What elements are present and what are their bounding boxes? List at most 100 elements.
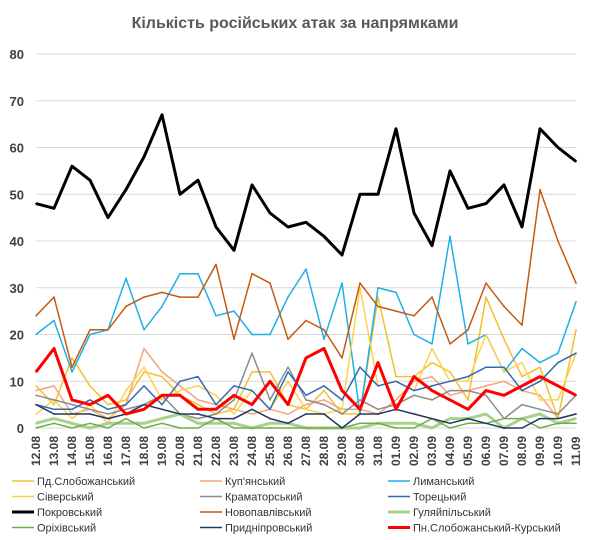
data-point xyxy=(413,375,415,378)
data-point xyxy=(323,399,325,401)
data-point xyxy=(575,413,577,415)
data-point xyxy=(215,315,217,317)
data-point xyxy=(197,272,199,275)
data-point xyxy=(575,417,577,420)
data-point xyxy=(341,357,343,359)
y-tick-label: 30 xyxy=(10,281,24,296)
data-point xyxy=(557,417,559,420)
data-point xyxy=(143,385,145,387)
data-point xyxy=(395,399,397,401)
data-point xyxy=(71,422,73,425)
data-point xyxy=(431,244,433,247)
data-point xyxy=(503,184,505,186)
data-point xyxy=(539,188,541,191)
data-point xyxy=(233,422,235,425)
data-point xyxy=(251,413,253,415)
data-point xyxy=(251,408,253,411)
data-point xyxy=(467,375,469,378)
data-point xyxy=(485,422,487,425)
data-point xyxy=(467,343,469,345)
data-point xyxy=(449,389,451,392)
y-tick-label: 70 xyxy=(10,94,24,109)
x-tick-label: 14.08 xyxy=(65,436,79,466)
data-point xyxy=(71,165,73,167)
data-point xyxy=(89,403,91,406)
x-tick-label: 19.08 xyxy=(155,436,169,466)
data-point xyxy=(233,310,235,312)
x-tick-label: 06.09 xyxy=(479,436,493,466)
data-point xyxy=(449,417,451,420)
data-point xyxy=(215,422,217,425)
legend-label: Сіверський xyxy=(37,492,94,504)
data-point xyxy=(89,399,91,401)
legend-label: Гуляйпільський xyxy=(413,507,491,519)
x-tick-label: 11.09 xyxy=(569,436,583,466)
data-point xyxy=(179,380,181,383)
data-point xyxy=(71,403,73,406)
data-point xyxy=(359,399,361,401)
data-point xyxy=(71,427,73,429)
legend-label: Придніпровський xyxy=(225,523,312,535)
data-point xyxy=(251,184,253,186)
data-point xyxy=(323,385,325,387)
data-point xyxy=(107,427,109,429)
data-point xyxy=(233,417,235,420)
data-point xyxy=(71,417,73,420)
data-point xyxy=(485,394,487,397)
data-point xyxy=(413,427,415,429)
data-point xyxy=(107,408,109,411)
legend-label: Пд.Слобожанський xyxy=(37,476,135,488)
data-point xyxy=(359,366,361,369)
data-point xyxy=(269,212,271,214)
data-point xyxy=(107,417,109,420)
x-tick-label: 17.08 xyxy=(119,436,133,466)
series-line xyxy=(35,113,577,257)
data-point xyxy=(503,380,505,383)
data-point xyxy=(53,422,55,425)
data-point xyxy=(377,408,379,411)
data-point xyxy=(161,422,163,425)
data-point xyxy=(413,422,415,425)
data-point xyxy=(107,422,109,425)
data-point xyxy=(233,427,235,429)
data-point xyxy=(503,427,505,429)
data-point xyxy=(161,417,163,420)
data-point xyxy=(197,408,199,411)
data-point xyxy=(161,291,163,294)
data-point xyxy=(143,371,145,373)
data-point xyxy=(521,403,523,406)
data-point xyxy=(305,319,307,322)
data-point xyxy=(539,128,541,130)
data-point xyxy=(557,361,559,364)
data-point xyxy=(431,375,433,378)
x-tick-label: 01.09 xyxy=(389,436,403,466)
data-point xyxy=(287,422,289,425)
data-point xyxy=(503,366,505,369)
data-point xyxy=(89,333,91,336)
data-point xyxy=(35,403,37,406)
data-point xyxy=(197,179,199,182)
x-tick-label: 28.08 xyxy=(317,436,331,466)
data-point xyxy=(449,380,451,383)
data-point xyxy=(341,413,343,415)
x-tick-label: 23.08 xyxy=(227,436,241,466)
data-point xyxy=(107,394,109,397)
data-point xyxy=(305,408,307,411)
x-tick-label: 13.08 xyxy=(47,436,61,466)
data-point xyxy=(575,394,577,397)
data-point xyxy=(539,417,541,420)
x-tick-label: 07.09 xyxy=(497,436,511,466)
data-point xyxy=(575,352,577,355)
data-point xyxy=(251,371,253,373)
data-point xyxy=(251,333,253,336)
data-point xyxy=(557,385,559,387)
data-point xyxy=(161,394,163,397)
data-point xyxy=(413,212,415,214)
data-point xyxy=(431,361,433,364)
data-point xyxy=(143,329,145,331)
data-point xyxy=(215,394,217,397)
data-point xyxy=(359,422,361,425)
data-point xyxy=(395,427,397,429)
data-point xyxy=(215,408,217,411)
data-point xyxy=(413,389,415,392)
